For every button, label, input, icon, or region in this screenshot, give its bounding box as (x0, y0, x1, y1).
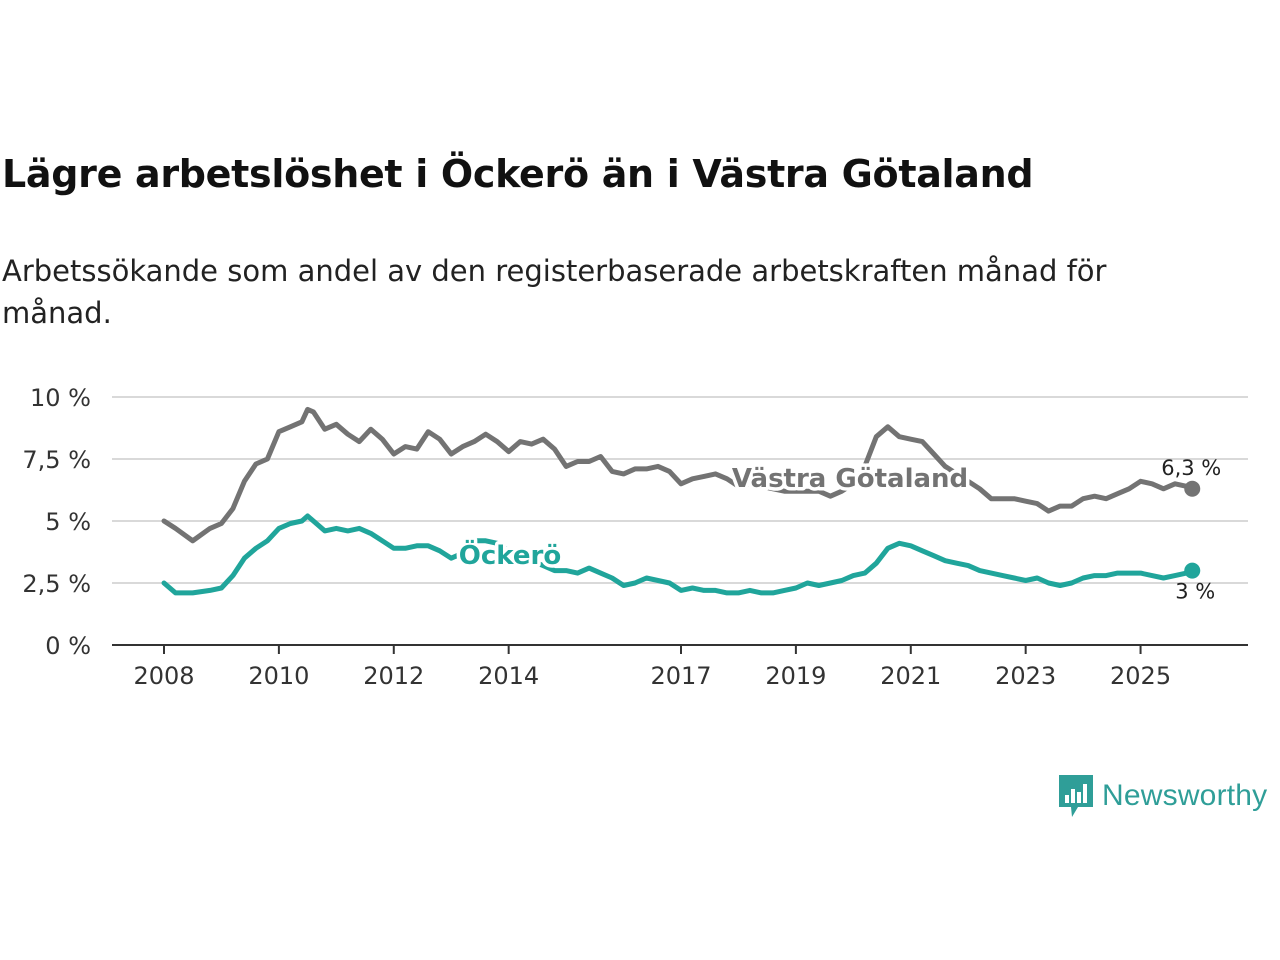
x-tick-label: 2019 (765, 662, 826, 690)
y-tick-label: 10 % (30, 384, 91, 412)
series-labels: 6,3 % 3 % Västra Götaland Öckerö (455, 456, 1221, 604)
series-end-marker (1184, 562, 1201, 579)
y-tick-label: 5 % (45, 508, 91, 536)
x-tick-label: 2014 (478, 662, 539, 690)
chart-subtitle: Arbetssökande som andel av den registerb… (2, 254, 1107, 330)
series-name-ockero: Öckerö (459, 538, 561, 571)
series-line-vastra-gotaland (161, 406, 1195, 544)
series-line-ockero (161, 513, 1195, 596)
series-lines (161, 406, 1201, 596)
x-axis-ticks: 2008 2010 2012 2014 2017 2019 2021 2023 2025 (112, 644, 1248, 690)
x-tick-label: 2025 (1110, 662, 1171, 690)
y-tick-label: 2,5 % (22, 570, 91, 598)
series-name-vastra-gotaland: Västra Götaland (732, 464, 968, 494)
x-tick-label: 2010 (248, 662, 309, 690)
newsworthy-brand: Newsworthy (1058, 772, 1267, 820)
end-label-ockero: 3 % (1175, 580, 1215, 604)
y-tick-label: 0 % (45, 632, 91, 660)
x-tick-label: 2012 (363, 662, 424, 690)
gridlines (112, 396, 1248, 584)
end-label-vastra-gotaland: 6,3 % (1161, 456, 1221, 480)
x-tick-label: 2023 (995, 662, 1056, 690)
x-tick-label: 2017 (650, 662, 711, 690)
x-tick-label: 2008 (133, 662, 194, 690)
x-tick-label: 2021 (880, 662, 941, 690)
series-end-marker (1184, 480, 1201, 497)
newsworthy-logo-icon (1059, 775, 1093, 817)
y-tick-label: 7,5 % (22, 446, 91, 474)
brand-name: Newsworthy (1102, 779, 1268, 812)
chart-title: Lägre arbetslöshet i Öckerö än i Västra … (2, 152, 1034, 196)
y-axis-ticks: 0 % 2,5 % 5 % 7,5 % 10 % (22, 384, 91, 660)
